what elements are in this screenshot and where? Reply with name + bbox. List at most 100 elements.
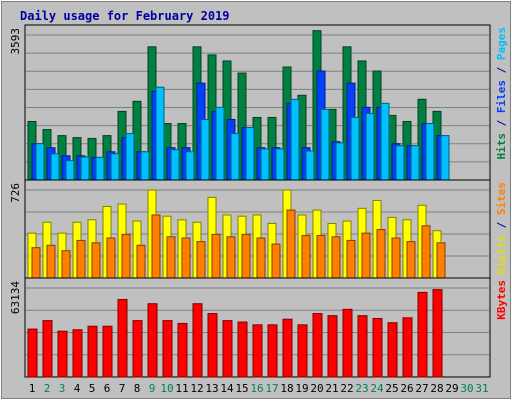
bar-hits-pages (65, 160, 75, 181)
bar-kbytes-kbytes (147, 303, 158, 378)
bar-visits-sites (271, 243, 281, 279)
bar-visits-sites (46, 244, 56, 279)
bar-visits-sites (406, 241, 416, 279)
max-label-hits: 3593 (9, 28, 22, 55)
bar-kbytes-kbytes (72, 329, 83, 378)
day-label: 29 (445, 382, 458, 395)
day-label: 3 (59, 382, 66, 395)
bar-visits-sites (166, 236, 176, 279)
day-label: 8 (134, 382, 141, 395)
bar-hits-pages (395, 145, 405, 181)
bar-hits-pages (215, 106, 225, 181)
bar-visits-sites (376, 229, 386, 279)
bar-hits-pages (185, 151, 195, 181)
chart-title: Daily usage for February 2019 (20, 9, 230, 23)
bar-hits-pages (35, 143, 45, 181)
day-label: 7 (119, 382, 126, 395)
bar-hits-pages (350, 116, 360, 181)
bar-hits-pages (410, 145, 420, 181)
day-label: 18 (280, 382, 293, 395)
bar-kbytes-kbytes (402, 317, 413, 378)
bar-visits-sites (181, 237, 191, 279)
day-label: 15 (235, 382, 248, 395)
bar-kbytes-kbytes (117, 298, 128, 378)
bar-visits-sites (436, 242, 446, 279)
bar-kbytes-kbytes (102, 325, 113, 378)
bar-kbytes-kbytes (312, 313, 323, 378)
day-label: 10 (160, 382, 173, 395)
day-label: 2 (44, 382, 51, 395)
bar-kbytes-kbytes (42, 320, 53, 378)
day-label: 25 (385, 382, 398, 395)
bar-hits-pages (305, 150, 315, 181)
day-label: 30 (460, 382, 473, 395)
bar-kbytes-kbytes (207, 313, 218, 378)
bar-kbytes-kbytes (282, 318, 293, 378)
bar-visits-sites (391, 237, 401, 279)
day-label: 9 (149, 382, 156, 395)
bar-kbytes-kbytes (57, 330, 68, 378)
bar-visits-sites (256, 237, 266, 279)
legend-hits: Hits / Files / Pages (495, 27, 508, 160)
day-label: 28 (430, 382, 443, 395)
day-label: 1 (29, 382, 36, 395)
max-label-kbytes: 63134 (9, 281, 22, 314)
bar-hits-pages (230, 133, 240, 181)
bar-visits-sites (61, 250, 71, 279)
bar-hits-pages (365, 112, 375, 181)
day-label: 16 (250, 382, 263, 395)
legend-label: Visits (495, 235, 508, 275)
bar-visits-sites (151, 214, 161, 279)
bar-visits-sites (211, 233, 221, 279)
bar-hits-pages (440, 135, 450, 181)
day-label: 5 (89, 382, 96, 395)
day-label: 4 (74, 382, 81, 395)
bar-visits-sites (241, 233, 251, 279)
bar-kbytes-kbytes (222, 320, 233, 378)
bar-kbytes-kbytes (162, 320, 173, 378)
bar-hits-pages (245, 127, 255, 181)
day-label: 27 (415, 382, 428, 395)
day-label: 17 (265, 382, 278, 395)
bar-visits-sites (346, 239, 356, 279)
bar-kbytes-kbytes (432, 289, 443, 378)
bar-visits-sites (286, 209, 296, 279)
legend-label: Pages (495, 27, 508, 60)
day-label: 19 (295, 382, 308, 395)
bar-hits-pages (290, 98, 300, 181)
legend-label: / (495, 60, 508, 80)
bar-hits-pages (155, 86, 165, 181)
bar-kbytes-kbytes (177, 322, 188, 378)
bar-kbytes-kbytes (372, 317, 383, 378)
bar-hits-pages (380, 102, 390, 181)
bar-kbytes-kbytes (327, 315, 338, 378)
day-label: 13 (205, 382, 218, 395)
bar-kbytes-kbytes (267, 324, 278, 378)
day-label: 20 (310, 382, 323, 395)
bar-hits-pages (170, 149, 180, 181)
bar-visits-sites (136, 244, 146, 279)
bar-hits-pages (140, 151, 150, 181)
bar-visits-sites (91, 242, 101, 279)
bar-kbytes-kbytes (252, 324, 263, 378)
bar-kbytes-kbytes (387, 322, 398, 378)
bar-visits-sites (121, 233, 131, 279)
legend-label: Sites (495, 182, 508, 215)
bar-visits-sites (196, 241, 206, 279)
day-label: 23 (355, 382, 368, 395)
day-label: 26 (400, 382, 413, 395)
bar-hits-pages (95, 156, 105, 181)
legend-label: Files (495, 80, 508, 113)
bar-kbytes-kbytes (27, 328, 38, 378)
bar-visits-sites (301, 235, 311, 279)
bar-visits-sites (106, 237, 116, 279)
bar-hits-pages (110, 153, 120, 181)
legend-visits: Visits / Sites (495, 182, 508, 275)
bar-visits-sites (421, 225, 431, 279)
bar-kbytes-kbytes (132, 320, 143, 378)
bar-visits-sites (76, 239, 86, 279)
legend-label: KBytes (495, 280, 508, 320)
